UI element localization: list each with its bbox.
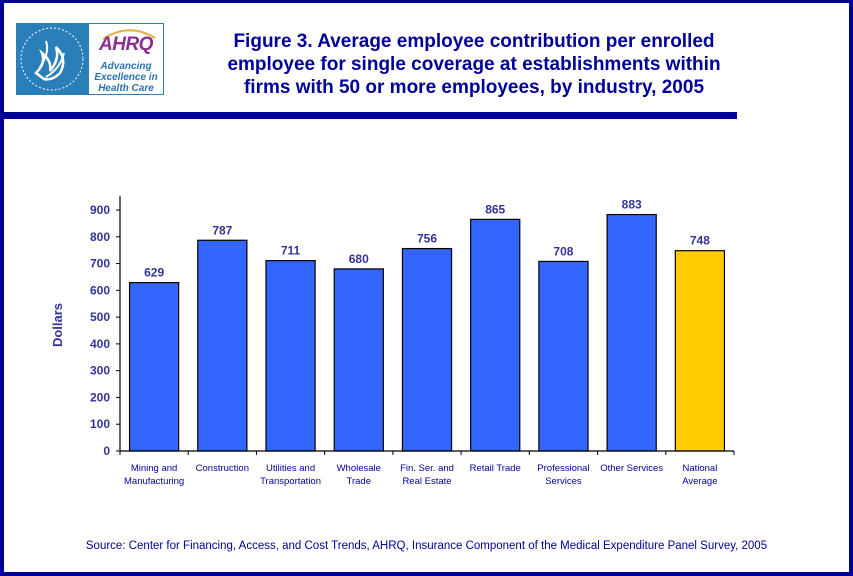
x-category-label: Mining and (131, 463, 177, 474)
x-category-label: Transportation (260, 476, 321, 487)
data-label: 680 (349, 252, 369, 266)
data-label: 629 (144, 266, 164, 280)
y-tick-label: 600 (90, 283, 110, 297)
x-category-label: Real Estate (402, 476, 451, 487)
title-line: Figure 3. Average employee contribution … (233, 31, 715, 52)
source-note: Source: Center for Financing, Access, an… (85, 540, 768, 552)
ahrq-wordmark: AHRQ (99, 34, 153, 55)
bar-chart: 629 787 711 680 756 865 708 883 748 0 100 200 300 40… (50, 196, 735, 487)
ahrq-brand: AHRQ Advancing Excellence in Health Care (88, 23, 164, 95)
y-tick-label: 0 (103, 444, 110, 458)
y-tick-label: 200 (90, 390, 110, 404)
bar-national-average (674, 250, 726, 452)
x-category-label: Construction (196, 463, 249, 474)
bar (128, 281, 180, 452)
bar (470, 218, 521, 452)
y-tick-label: 800 (90, 230, 110, 244)
x-category-label: Other Services (600, 463, 663, 474)
data-label: 883 (622, 198, 642, 212)
data-label: 711 (281, 244, 301, 258)
bar (265, 260, 316, 452)
data-label: 748 (690, 234, 710, 248)
ahrq-tagline: Advancing Excellence in Health Care (89, 61, 163, 94)
axes-group: 0 100 200 300 400 500 600 700 800 900 Mining and Ma… (90, 196, 735, 487)
bar (401, 247, 453, 452)
x-category-label: Manufacturing (124, 476, 184, 487)
arc-swoosh-icon (102, 29, 156, 40)
x-category-label: Fin. Ser. and (400, 463, 454, 474)
data-label: 756 (417, 232, 437, 246)
tagline-line: Advancing (100, 61, 152, 72)
ahrq-logo: AHRQ Advancing Excellence in Health Care (12, 20, 164, 95)
y-tick-label: 900 (90, 203, 110, 217)
y-tick-label: 300 (90, 364, 110, 378)
eagle-icon (20, 27, 84, 91)
x-category-label: Utilities and (266, 463, 315, 474)
tagline-line: Excellence in (94, 72, 158, 83)
bar (606, 213, 657, 452)
hhs-eagle-logo (16, 23, 88, 95)
title-line: firms with 50 or more employees, by indu… (243, 77, 705, 98)
x-category-label: Wholesale (337, 463, 381, 474)
figure-title: Figure 3. Average employee contribution … (194, 30, 754, 99)
tagline-line: Health Care (98, 83, 154, 94)
header-divider (4, 112, 737, 119)
y-tick-label: 100 (90, 417, 110, 431)
bar (538, 260, 589, 452)
x-category-label: Average (682, 476, 717, 487)
y-tick-label: 400 (90, 337, 110, 351)
data-label: 708 (553, 244, 573, 258)
y-tick-label: 500 (90, 310, 110, 324)
x-category-label: Trade (347, 476, 371, 487)
x-category-label: Professional (537, 463, 589, 474)
data-label: 865 (485, 202, 505, 216)
bar (333, 268, 384, 452)
y-tick-label: 700 (90, 257, 110, 271)
bar (197, 239, 248, 452)
y-axis-label: Dollars (50, 303, 65, 347)
x-category-label: Services (545, 476, 582, 487)
data-label: 787 (212, 223, 232, 237)
bars-group: 629 787 711 680 756 865 708 883 748 (128, 198, 726, 452)
x-category-label: National (682, 463, 717, 474)
x-category-label: Retail Trade (470, 463, 521, 474)
title-line: employee for single coverage at establis… (227, 54, 721, 75)
